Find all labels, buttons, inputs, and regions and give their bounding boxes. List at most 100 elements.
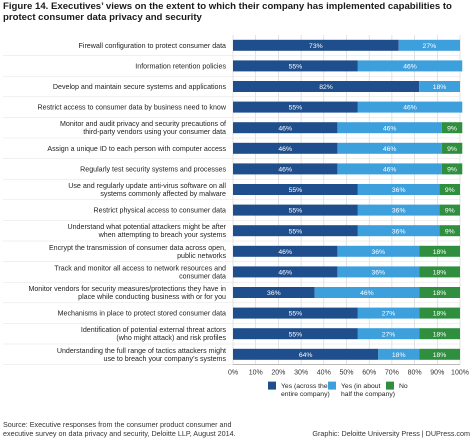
x-tick-label: 20%	[271, 370, 285, 377]
bar-value-label: 9%	[447, 167, 457, 174]
category-label: Information retention policies	[135, 62, 226, 70]
category-label: Develop and maintain secure systems and …	[53, 83, 227, 91]
bar-value-label: 46%	[383, 146, 397, 153]
bar-value-label: 55%	[289, 105, 303, 112]
legend: Yes (across the entire company) Yes (in ab…	[268, 381, 408, 398]
x-tick-label: 0%	[228, 370, 238, 377]
bar-value-label: 46%	[278, 167, 292, 174]
bar-segment	[233, 163, 338, 175]
category-label-line: Use and regularly update anti-virus soft…	[68, 182, 226, 190]
bar-value-label: 82%	[319, 84, 333, 91]
bar-segment	[398, 39, 460, 51]
bar-segment	[233, 245, 338, 257]
legend-label: No	[399, 383, 408, 390]
bar-value-label: 55%	[289, 64, 303, 71]
bar-value-label: 18%	[433, 84, 447, 91]
bar-segment	[233, 328, 358, 340]
bar-value-label: 46%	[360, 290, 374, 297]
category-label-line: Develop and maintain secure systems and …	[53, 83, 227, 91]
bar-segment	[357, 101, 463, 113]
bar-segment	[357, 225, 440, 237]
category-label-line: Track and monitor all access to network …	[54, 264, 226, 272]
bar-segment	[419, 266, 460, 278]
category-label: Monitor vendors for security measures/pr…	[28, 285, 226, 301]
bar-value-label: 46%	[383, 125, 397, 132]
category-label-line: Understand what potential attackers migh…	[67, 223, 226, 231]
category-label-line: Mechanisms in place to protect stored co…	[58, 310, 226, 318]
x-tick-label: 10%	[249, 370, 263, 377]
bar-value-label: 27%	[382, 311, 396, 318]
bar-segment	[233, 184, 358, 195]
category-label-line: Understanding the full range of tactics …	[57, 347, 226, 355]
category-label-line: systems commonly affected by malware	[100, 190, 226, 198]
bar-value-label: 46%	[383, 167, 397, 174]
bar-segment	[378, 348, 420, 360]
category-label: Identification of potential external thr…	[81, 326, 227, 342]
bar-value-label: 9%	[445, 228, 455, 235]
bar-value-label: 46%	[278, 146, 292, 153]
bar-segment	[357, 60, 463, 72]
bar-value-label: 18%	[433, 249, 447, 256]
graphic-credit: Graphic: Deloitte University Press | DUP…	[312, 429, 470, 438]
bar-value-label: 55%	[289, 187, 303, 194]
source-note: Source: Executive responses from the con…	[3, 420, 236, 438]
bar-segment	[441, 122, 463, 134]
bar-value-label: 9%	[447, 125, 457, 132]
x-tick-label: 40%	[317, 370, 331, 377]
bar-value-label: 27%	[382, 331, 396, 338]
bar-segment	[337, 163, 442, 175]
bar-value-label: 46%	[278, 249, 292, 256]
category-label: Assign a unique ID to each person with c…	[47, 145, 226, 153]
bar-segment	[357, 328, 420, 340]
bar-segment	[233, 307, 358, 319]
x-tick-label: 60%	[362, 370, 376, 377]
legend-swatch	[328, 381, 336, 390]
bar-segment	[419, 328, 460, 340]
bar-value-label: 36%	[392, 208, 406, 215]
bar-segment	[419, 81, 460, 92]
bar-value-label: 64%	[299, 352, 313, 359]
legend-label-line: half the company)	[341, 391, 395, 398]
bar-value-label: 46%	[278, 270, 292, 277]
bar-segment	[233, 39, 399, 51]
category-label-line: place while conducting business with or …	[78, 293, 226, 301]
category-label-line: Monitor and audit privacy and security p…	[60, 120, 226, 128]
x-tick-label: 100%	[451, 370, 469, 377]
legend-label-line: No	[399, 383, 408, 390]
category-label-line: (who might attack) and risk profiles	[116, 334, 226, 342]
bar-segment	[233, 101, 358, 113]
bar-segment	[337, 245, 420, 257]
bar-segment	[233, 122, 338, 134]
category-label: Mechanisms in place to protect stored co…	[58, 310, 226, 318]
category-labels: Firewall configuration to protect consum…	[28, 42, 226, 363]
bar-segment	[233, 204, 358, 216]
category-label-line: use to breach your company’s systems	[104, 355, 227, 363]
bar-value-label: 18%	[433, 352, 447, 359]
grid-layer	[3, 35, 461, 365]
category-label-line: third-party vendors using your consumer …	[83, 128, 226, 136]
category-label-line: Regularly test security systems and proc…	[80, 165, 226, 173]
bar-value-label: 46%	[278, 125, 292, 132]
category-label: Regularly test security systems and proc…	[80, 165, 226, 173]
bar-segment	[337, 266, 420, 278]
category-label: Understand what potential attackers migh…	[67, 223, 226, 239]
category-label: Use and regularly update anti-virus soft…	[68, 182, 226, 198]
legend-label: Yes (in about half the company)	[341, 383, 395, 398]
bar-value-label: 18%	[433, 270, 447, 277]
category-label-line: Encrypt the transmission of consumer dat…	[49, 244, 226, 252]
bar-segment	[357, 204, 440, 216]
chart-title: Figure 14. Executives’ views on the exte…	[3, 1, 452, 23]
bar-value-label: 27%	[423, 43, 437, 50]
category-label-line: Firewall configuration to protect consum…	[79, 42, 227, 50]
category-label: Firewall configuration to protect consum…	[79, 42, 227, 50]
category-label-line: consumer data	[179, 272, 226, 280]
bar-segment	[233, 142, 338, 154]
category-label-line: Identification of potential external thr…	[81, 326, 227, 334]
category-label-line: Information retention policies	[135, 62, 226, 70]
bar-value-label: 46%	[403, 64, 417, 71]
bar-segment	[419, 307, 460, 319]
bar-segment	[439, 225, 460, 237]
bar-value-label: 55%	[289, 311, 303, 318]
category-label: Restrict access to consumer data by busi…	[38, 104, 227, 112]
bar-value-label: 9%	[445, 208, 455, 215]
